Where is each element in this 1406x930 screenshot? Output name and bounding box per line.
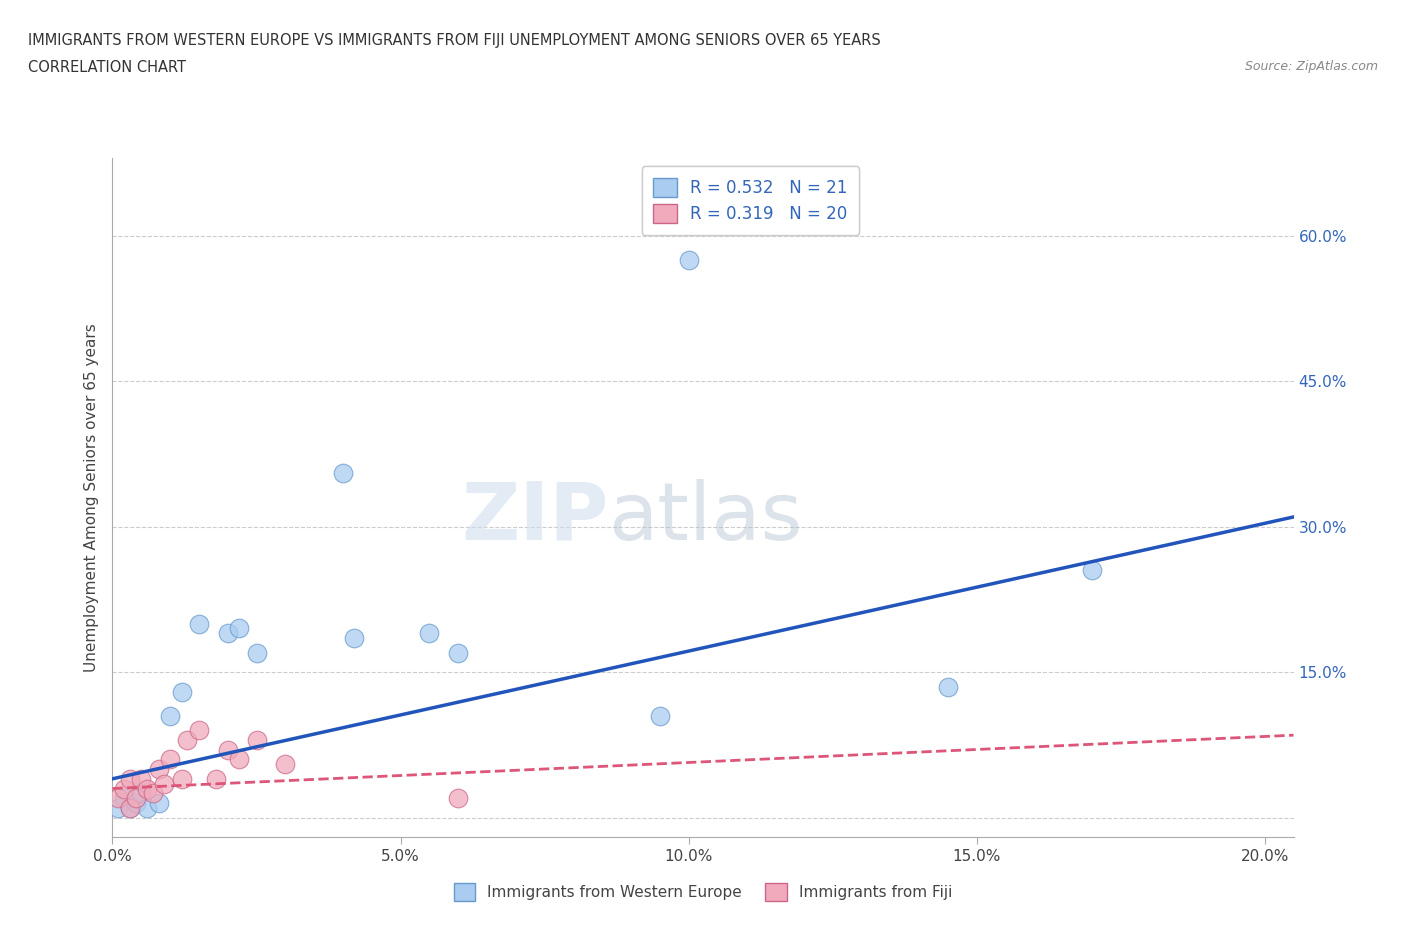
Text: IMMIGRANTS FROM WESTERN EUROPE VS IMMIGRANTS FROM FIJI UNEMPLOYMENT AMONG SENIOR: IMMIGRANTS FROM WESTERN EUROPE VS IMMIGR… (28, 33, 882, 47)
Point (332, 466, 354, 481)
Point (153, 777, 176, 791)
Text: ZIP: ZIP (461, 479, 609, 557)
Text: Source: ZipAtlas.com: Source: ZipAtlas.com (1244, 60, 1378, 73)
Point (187, 723, 209, 737)
Point (136, 801, 159, 816)
Point (1081, 563, 1104, 578)
Point (112, 781, 135, 796)
Point (245, 733, 267, 748)
Legend: Immigrants from Western Europe, Immigrants from Fiji: Immigrants from Western Europe, Immigran… (441, 871, 965, 913)
Point (129, 786, 152, 801)
Text: CORRELATION CHART: CORRELATION CHART (28, 60, 186, 75)
Y-axis label: Unemployment Among Seniors over 65 years: Unemployment Among Seniors over 65 years (83, 324, 98, 671)
Point (176, 733, 198, 748)
Point (447, 790, 470, 805)
Point (159, 752, 181, 767)
Point (170, 771, 193, 786)
Point (118, 801, 141, 816)
Point (228, 621, 250, 636)
Point (148, 762, 170, 777)
Point (129, 771, 152, 786)
Point (136, 781, 159, 796)
Point (228, 752, 250, 767)
Point (118, 801, 141, 816)
Point (678, 253, 700, 268)
Point (170, 684, 193, 699)
Point (107, 801, 129, 816)
Point (217, 626, 239, 641)
Legend: R = 0.532   N = 21, R = 0.319   N = 20: R = 0.532 N = 21, R = 0.319 N = 20 (641, 166, 859, 235)
Point (124, 790, 146, 805)
Point (112, 790, 135, 805)
Point (159, 709, 181, 724)
Point (217, 742, 239, 757)
Point (187, 617, 209, 631)
Point (648, 709, 671, 724)
Point (142, 786, 165, 801)
Point (118, 771, 141, 786)
Point (107, 790, 129, 805)
Point (447, 645, 470, 660)
Point (343, 631, 366, 645)
Point (124, 796, 146, 811)
Point (418, 626, 440, 641)
Text: atlas: atlas (609, 479, 803, 557)
Point (274, 757, 297, 772)
Point (936, 679, 959, 694)
Point (205, 771, 228, 786)
Point (245, 645, 267, 660)
Point (148, 796, 170, 811)
